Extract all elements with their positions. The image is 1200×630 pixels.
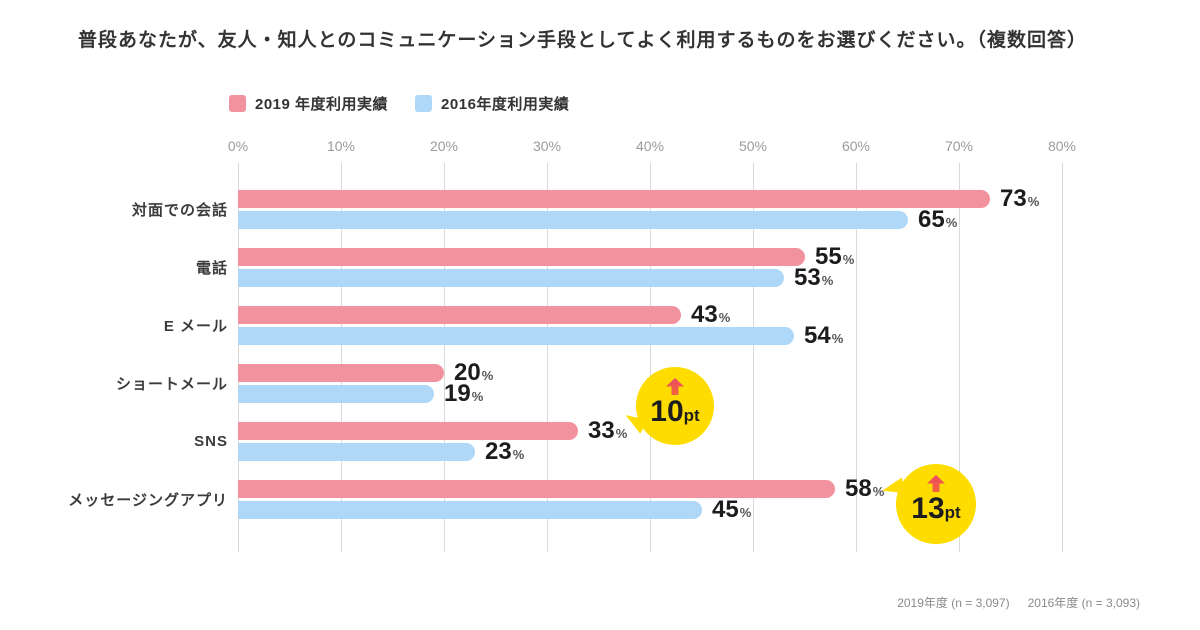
value-unit: % <box>821 273 834 288</box>
bar-2016 <box>238 211 908 229</box>
x-tick-label: 60% <box>841 138 871 154</box>
value-label: 58% <box>845 477 885 501</box>
up-arrow-icon <box>927 475 945 492</box>
x-tick-label: 20% <box>429 138 459 154</box>
value-unit: % <box>471 389 484 404</box>
bubble-text: 10pt <box>650 397 699 427</box>
bubble-unit: pt <box>683 406 700 425</box>
bar-2019 <box>238 422 578 440</box>
value-label: 33% <box>588 419 628 443</box>
note-2019: 2019年度 (n = 3,097) <box>897 596 1010 610</box>
value-label: 23% <box>485 440 525 464</box>
value-unit: % <box>842 252 855 267</box>
gridline <box>856 163 857 552</box>
x-tick-label: 30% <box>532 138 562 154</box>
gridline <box>444 163 445 552</box>
x-tick-label: 80% <box>1047 138 1077 154</box>
gridline <box>547 163 548 552</box>
value-number: 19 <box>444 380 471 407</box>
value-unit: % <box>872 484 885 499</box>
category-label: メッセージングアプリ <box>68 492 228 509</box>
legend-item-2016: 2016年度利用実績 <box>415 93 569 114</box>
legend-swatch-2019-icon <box>229 95 246 112</box>
value-number: 65 <box>918 206 945 233</box>
x-tick-label: 0% <box>227 138 249 154</box>
value-label: 19% <box>444 382 484 406</box>
legend-swatch-2016-icon <box>415 95 433 112</box>
value-label: 65% <box>918 208 958 232</box>
legend: 2019 年度利用実績 2016年度利用実績 <box>229 93 569 114</box>
value-unit: % <box>481 368 494 383</box>
bar-2019 <box>238 364 444 382</box>
bar-2019 <box>238 190 990 208</box>
note-2016: 2016年度 (n = 3,093) <box>1027 596 1140 610</box>
x-tick-label: 70% <box>944 138 974 154</box>
bar-2016 <box>238 327 794 345</box>
value-unit: % <box>1027 194 1040 209</box>
value-unit: % <box>945 215 958 230</box>
x-tick-label: 50% <box>738 138 768 154</box>
value-unit: % <box>615 426 628 441</box>
gridline <box>341 163 342 552</box>
category-label: 対面での会話 <box>131 202 228 219</box>
category-label: E メール <box>163 318 228 335</box>
category-label: ショートメール <box>115 376 228 393</box>
bubble-value: 13 <box>911 492 945 525</box>
category-label: 電話 <box>195 260 228 277</box>
bar-2016 <box>238 443 475 461</box>
gridline <box>1062 163 1063 552</box>
category-label: SNS <box>194 433 228 450</box>
value-number: 33 <box>588 417 615 444</box>
bubble-value: 10 <box>650 395 684 428</box>
bar-2016 <box>238 269 784 287</box>
gridline <box>753 163 754 552</box>
value-number: 20 <box>454 359 481 386</box>
legend-item-2019: 2019 年度利用実績 <box>229 93 388 114</box>
gridline <box>650 163 651 552</box>
chart-title: 普段あなたが、友人・知人とのコミュニケーション手段としてよく利用するものをお選び… <box>78 30 1087 51</box>
value-number: 23 <box>485 438 512 465</box>
x-tick-label: 10% <box>326 138 356 154</box>
bar-2016 <box>238 385 434 403</box>
value-label: 53% <box>794 266 834 290</box>
value-unit: % <box>739 505 752 520</box>
value-number: 55 <box>815 243 842 270</box>
value-label: 43% <box>691 303 731 327</box>
bubble-text: 13pt <box>911 494 960 524</box>
value-label: 55% <box>815 245 855 269</box>
gridline <box>959 163 960 552</box>
value-unit: % <box>831 331 844 346</box>
value-number: 45 <box>712 496 739 523</box>
bar-2019 <box>238 248 805 266</box>
value-label: 20% <box>454 361 494 385</box>
value-number: 58 <box>845 475 872 502</box>
sample-size-notes: 2019年度 (n = 3,097) 2016年度 (n = 3,093) <box>897 594 1140 611</box>
value-label: 73% <box>1000 187 1040 211</box>
value-number: 53 <box>794 264 821 291</box>
bar-2016 <box>238 501 702 519</box>
value-unit: % <box>512 447 525 462</box>
value-label: 54% <box>804 324 844 348</box>
value-number: 73 <box>1000 185 1027 212</box>
bar-2019 <box>238 480 835 498</box>
annotation-bubble: 10pt <box>621 367 714 445</box>
bar-2019 <box>238 306 681 324</box>
value-label: 45% <box>712 498 752 522</box>
value-unit: % <box>718 310 731 325</box>
x-tick-label: 40% <box>635 138 665 154</box>
bubble-unit: pt <box>944 503 961 522</box>
value-number: 43 <box>691 301 718 328</box>
annotation-bubble: 13pt <box>880 464 976 544</box>
legend-label-2016: 2016年度利用実績 <box>441 96 570 113</box>
gridline <box>238 163 239 552</box>
value-number: 54 <box>804 322 831 349</box>
up-arrow-icon <box>666 378 684 395</box>
legend-label-2019: 2019 年度利用実績 <box>255 96 389 113</box>
